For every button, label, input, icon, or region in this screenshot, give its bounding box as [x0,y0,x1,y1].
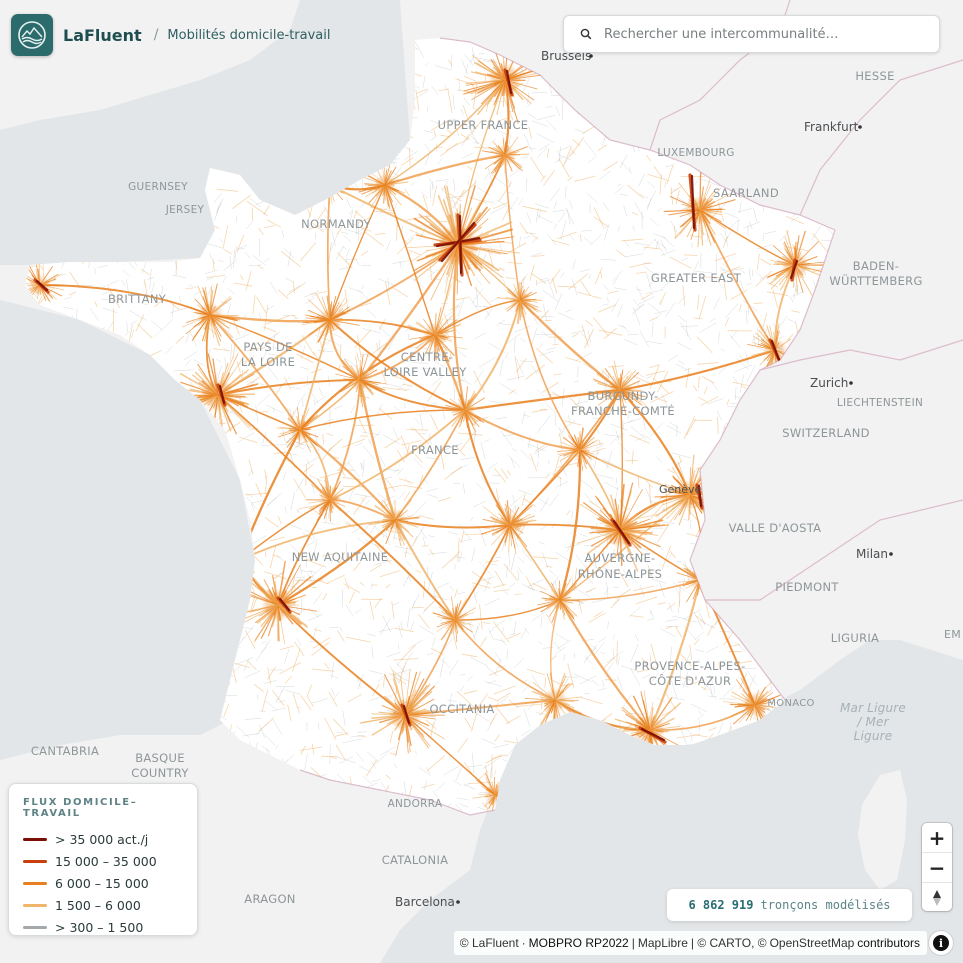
attribution-carto[interactable]: | © CARTO, © [690,936,767,950]
city-label: Zurich [810,376,848,390]
country-label: WÜRTTEMBERG [829,272,922,288]
legend-item: 1 500 – 6 000 [23,894,183,916]
map-navigation-controls: + − [922,823,952,911]
region-label: PAYS DE [243,340,292,354]
region-label: LOIRE VALLEY [383,365,467,379]
city-label: Frankfurt [804,120,859,134]
region-label: NORMANDY [301,217,371,231]
atlantic-sea [0,0,410,265]
region-label: BURGUNDY- [588,389,659,403]
country-label: CATALONIA [382,853,449,867]
compass-reset-button[interactable] [922,883,952,911]
region-label: UPPER FRANCE [438,118,529,132]
segments-count-label: tronçons modélisés [760,898,891,912]
country-label: ARAGON [244,892,295,906]
attribution-contributors: contributors [857,936,920,950]
legend-item: > 300 – 1 500 [23,916,183,938]
country-label: ANDORRA [388,798,443,810]
legend-item: 6 000 – 15 000 [23,872,183,894]
legend-label: > 35 000 act./j [55,831,149,847]
country-label: JERSEY [165,204,205,216]
city-label: Barcelona [395,895,455,909]
legend-item: 15 000 – 35 000 [23,850,183,872]
segments-count: 6 862 919 tronçons modélisés [667,889,912,921]
country-label: SWITZERLAND [782,426,870,440]
country-label: SAARLAND [713,186,779,200]
region-label: NEW AQUITAINE [292,550,389,564]
biscay-sea [0,300,255,760]
legend-item: > 35 000 act./j [23,828,183,850]
legend-label: 15 000 – 35 000 [55,853,157,869]
attribution-osm[interactable]: OpenStreetMap [769,936,855,950]
country-label: VALLE D'AOSTA [729,521,822,535]
search-input[interactable] [602,25,939,43]
region-label: FRANCE [411,443,459,457]
france-land [25,38,835,815]
region-label: AUVERGNE- [584,551,655,565]
country-label: BADEN- [853,259,899,273]
country-label: BASQUE [135,751,185,765]
sea-label: Mar Ligure [840,701,906,715]
app-header: LaFluent / Mobilités domicile-travail [11,14,331,56]
wave-mountain-icon[interactable] [11,14,53,56]
country-label: GUERNSEY [128,181,188,193]
page-title: Mobilités domicile-travail [167,27,331,43]
legend-label: 1 500 – 6 000 [55,897,141,913]
legend-swatch [23,925,47,929]
country-label: HESSE [855,69,894,83]
legend-label: 6 000 – 15 000 [55,875,149,891]
city-label: Genève [659,483,702,496]
map-labels: UPPER FRANCE NORMANDY BRITTANY PAYS DE L… [31,49,961,909]
legend-swatch [23,881,47,885]
attribution-info-button[interactable]: i [929,931,953,955]
legend-swatch [23,903,47,907]
legend-title: FLUX DOMICILE–TRAVAIL [23,797,138,819]
map-attribution: © LaFluent · MOBPRO RP2022 | MapLibre | … [453,931,927,955]
country-label: PIEDMONT [775,580,839,594]
legend-label: > 300 – 1 500 [55,919,144,935]
app-name[interactable]: LaFluent [63,25,142,45]
breadcrumb-separator: / [153,27,159,43]
zoom-out-button[interactable]: − [922,853,952,883]
attribution-mobpro: MOBPRO RP2022 [528,936,629,950]
attribution-dot: · [521,936,526,950]
country-label: COUNTRY [131,766,189,780]
region-label: BRITTANY [108,292,167,306]
legend-swatch [23,837,47,841]
legend-swatch [23,859,47,863]
region-label: PROVENCE-ALPES- [634,659,745,673]
search-box [563,15,940,53]
attribution-maplibre[interactable]: MapLibre [637,936,688,950]
sea-label: / Mer [856,715,889,729]
region-label: FRANCHE-COMTÉ [571,403,675,418]
region-label: CENTRE- [401,350,453,364]
country-label: LIECHTENSTEIN [837,397,923,409]
search-icon [572,28,600,40]
country-label: EM [944,628,961,641]
sea-label: Ligure [854,729,893,743]
region-label: RHÔNE-ALPES [578,566,663,581]
compass-icon [933,889,941,906]
flow-legend: FLUX DOMICILE–TRAVAIL > 35 000 act./j 15… [8,783,198,936]
region-label: OCCITANIA [429,702,494,716]
region-label: CÔTE D'AZUR [649,673,732,688]
attribution-lafluent[interactable]: © LaFluent [459,936,519,950]
region-label: GREATER EAST [651,271,742,285]
country-label: CANTABRIA [31,744,99,758]
zoom-in-button[interactable]: + [922,823,952,853]
region-label: LA LOIRE [241,355,295,369]
country-label: LUXEMBOURG [657,147,734,159]
country-label: LIGURIA [831,631,879,645]
segments-count-value: 6 862 919 [688,898,754,912]
info-icon: i [933,935,949,951]
country-label: MONACO [767,698,814,709]
city-label: Milan [856,547,888,561]
attribution-pipe: | [631,936,635,950]
